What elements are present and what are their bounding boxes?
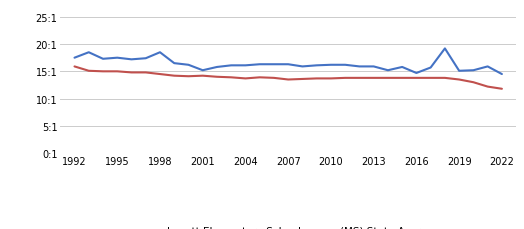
(MS) State Average — [185, 76, 192, 78]
(MS) State Average — [257, 77, 263, 79]
Lovett Elementary School — [456, 70, 462, 73]
Lovett Elementary School — [271, 64, 277, 66]
Lovett Elementary School — [185, 64, 192, 67]
Lovett Elementary School — [342, 64, 348, 67]
(MS) State Average — [356, 77, 363, 80]
(MS) State Average — [100, 71, 106, 73]
Lovett Elementary School — [399, 66, 405, 69]
Line: Lovett Elementary School: Lovett Elementary School — [74, 49, 502, 75]
(MS) State Average — [285, 79, 291, 82]
(MS) State Average — [157, 73, 163, 76]
(MS) State Average — [143, 72, 149, 74]
(MS) State Average — [442, 77, 448, 80]
(MS) State Average — [470, 82, 476, 84]
(MS) State Average — [128, 72, 135, 74]
(MS) State Average — [370, 77, 377, 80]
Lovett Elementary School — [157, 52, 163, 54]
Lovett Elementary School — [499, 73, 505, 76]
(MS) State Average — [313, 78, 320, 80]
Lovett Elementary School — [299, 66, 305, 68]
(MS) State Average — [71, 66, 78, 68]
Lovett Elementary School — [370, 66, 377, 68]
(MS) State Average — [342, 77, 348, 80]
Lovett Elementary School — [385, 70, 391, 72]
Lovett Elementary School — [228, 65, 234, 67]
Lovett Elementary School — [356, 66, 363, 68]
(MS) State Average — [485, 86, 491, 89]
(MS) State Average — [413, 77, 420, 80]
Line: (MS) State Average: (MS) State Average — [74, 67, 502, 89]
Lovett Elementary School — [128, 59, 135, 61]
(MS) State Average — [456, 79, 462, 82]
Lovett Elementary School — [100, 58, 106, 61]
Legend: Lovett Elementary School, (MS) State Average: Lovett Elementary School, (MS) State Ave… — [136, 226, 441, 229]
(MS) State Average — [499, 88, 505, 91]
Lovett Elementary School — [71, 57, 78, 60]
Lovett Elementary School — [470, 70, 476, 72]
Lovett Elementary School — [428, 67, 434, 70]
Lovett Elementary School — [413, 72, 420, 75]
(MS) State Average — [85, 70, 92, 73]
(MS) State Average — [171, 75, 177, 78]
Lovett Elementary School — [200, 70, 206, 72]
Lovett Elementary School — [442, 48, 448, 51]
(MS) State Average — [399, 77, 405, 80]
Lovett Elementary School — [114, 57, 121, 60]
Lovett Elementary School — [242, 65, 248, 67]
Lovett Elementary School — [214, 66, 220, 69]
Lovett Elementary School — [257, 64, 263, 66]
Lovett Elementary School — [143, 58, 149, 60]
(MS) State Average — [328, 78, 334, 80]
Lovett Elementary School — [485, 66, 491, 68]
(MS) State Average — [214, 76, 220, 79]
(MS) State Average — [200, 75, 206, 78]
Lovett Elementary School — [85, 52, 92, 54]
(MS) State Average — [228, 77, 234, 79]
Lovett Elementary School — [328, 64, 334, 67]
Lovett Elementary School — [171, 63, 177, 65]
(MS) State Average — [114, 71, 121, 73]
(MS) State Average — [271, 77, 277, 80]
(MS) State Average — [385, 77, 391, 80]
Lovett Elementary School — [313, 65, 320, 67]
(MS) State Average — [299, 78, 305, 81]
(MS) State Average — [242, 78, 248, 80]
Lovett Elementary School — [285, 64, 291, 66]
(MS) State Average — [428, 77, 434, 80]
